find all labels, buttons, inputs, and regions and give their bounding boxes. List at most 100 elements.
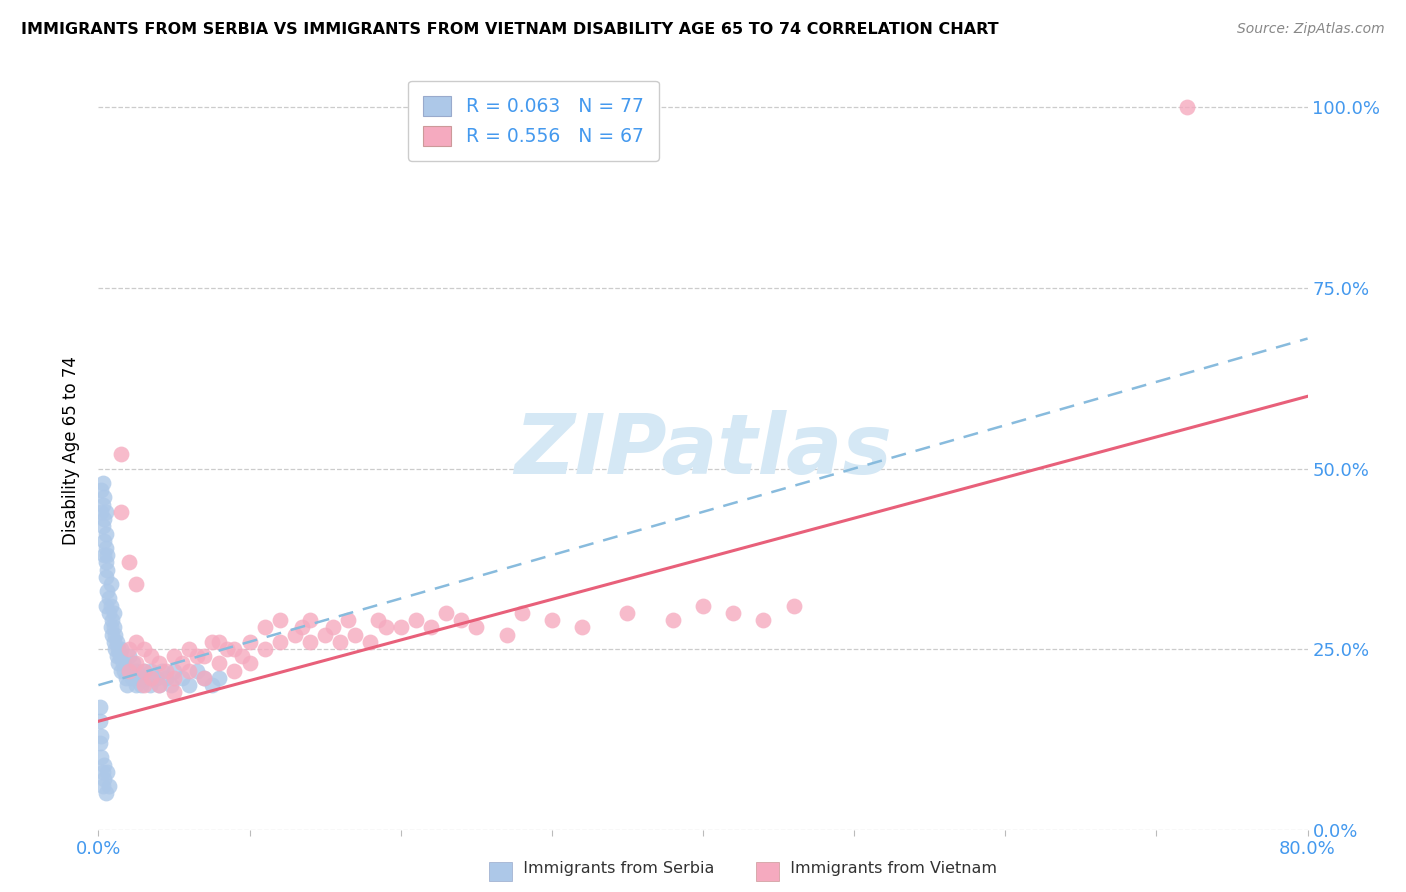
Point: [231, 649, 253, 664]
Point: [94, 599, 117, 613]
Point: [121, 671, 143, 685]
Point: [122, 657, 145, 671]
Point: [98, 591, 121, 606]
Point: [224, 642, 246, 657]
Point: [132, 678, 155, 692]
Point: [141, 664, 163, 678]
Point: [336, 613, 359, 627]
Point: [163, 671, 186, 685]
Point: [141, 649, 163, 664]
Point: [118, 642, 141, 657]
Point: [374, 620, 396, 634]
Point: [465, 620, 488, 634]
Point: [540, 613, 562, 627]
Point: [125, 678, 148, 692]
Point: [179, 664, 201, 678]
Point: [115, 678, 138, 692]
Point: [110, 447, 132, 461]
Y-axis label: Disability Age 65 to 74: Disability Age 65 to 74: [62, 356, 80, 545]
Point: [89, 714, 111, 729]
Point: [571, 620, 593, 634]
Point: [94, 541, 117, 555]
Point: [135, 671, 157, 685]
Point: [367, 613, 389, 627]
Point: [118, 649, 141, 664]
Point: [93, 533, 115, 548]
Point: [94, 526, 117, 541]
Point: [93, 757, 115, 772]
Point: [434, 606, 457, 620]
Point: [495, 627, 517, 641]
Point: [405, 613, 427, 627]
Point: [692, 599, 714, 613]
Point: [208, 671, 231, 685]
Point: [284, 627, 307, 641]
Point: [91, 498, 114, 512]
Point: [132, 642, 155, 657]
Point: [179, 642, 201, 657]
Point: [105, 635, 128, 649]
Point: [253, 642, 276, 657]
Point: [90, 483, 112, 498]
Point: [103, 635, 125, 649]
Point: [163, 664, 186, 678]
Point: [269, 613, 291, 627]
Point: [170, 657, 193, 671]
Point: [201, 678, 224, 692]
Point: [94, 570, 117, 584]
Point: [661, 613, 683, 627]
Point: [104, 627, 127, 641]
Point: [155, 671, 177, 685]
Point: [90, 750, 112, 764]
Point: [93, 491, 115, 505]
Point: [96, 764, 118, 779]
Point: [145, 671, 167, 685]
Point: [163, 649, 186, 664]
Point: [110, 505, 132, 519]
Point: [752, 613, 775, 627]
Point: [291, 620, 314, 634]
Point: [170, 671, 193, 685]
Point: [389, 620, 412, 634]
Point: [110, 642, 132, 657]
Point: [128, 671, 150, 685]
Point: [96, 548, 118, 562]
Point: [101, 627, 124, 641]
Point: [94, 555, 117, 569]
Point: [193, 671, 215, 685]
Point: [118, 664, 141, 678]
Point: [269, 635, 291, 649]
Point: [208, 657, 231, 671]
Point: [132, 664, 155, 678]
Point: [103, 620, 125, 634]
Point: [91, 779, 114, 793]
Point: [208, 635, 231, 649]
Point: [329, 635, 352, 649]
Point: [114, 671, 136, 685]
Point: [94, 505, 117, 519]
Point: [215, 642, 238, 657]
Point: [150, 664, 173, 678]
Point: [193, 649, 215, 664]
Point: [616, 606, 638, 620]
Point: [100, 599, 122, 613]
Point: [91, 519, 114, 533]
Point: [90, 729, 112, 743]
Point: [224, 664, 246, 678]
Point: [96, 584, 118, 599]
Point: [201, 635, 224, 649]
Point: [108, 649, 131, 664]
Point: [360, 635, 382, 649]
Point: [91, 764, 114, 779]
Point: [148, 678, 170, 692]
Point: [155, 664, 177, 678]
Point: [163, 685, 186, 699]
Point: [148, 657, 170, 671]
Point: [299, 635, 322, 649]
Point: [89, 736, 111, 750]
Legend: R = 0.063   N = 77, R = 0.556   N = 67: R = 0.063 N = 77, R = 0.556 N = 67: [408, 81, 659, 161]
Point: [118, 664, 141, 678]
Point: [125, 664, 148, 678]
Point: [104, 642, 127, 657]
Point: [239, 635, 262, 649]
